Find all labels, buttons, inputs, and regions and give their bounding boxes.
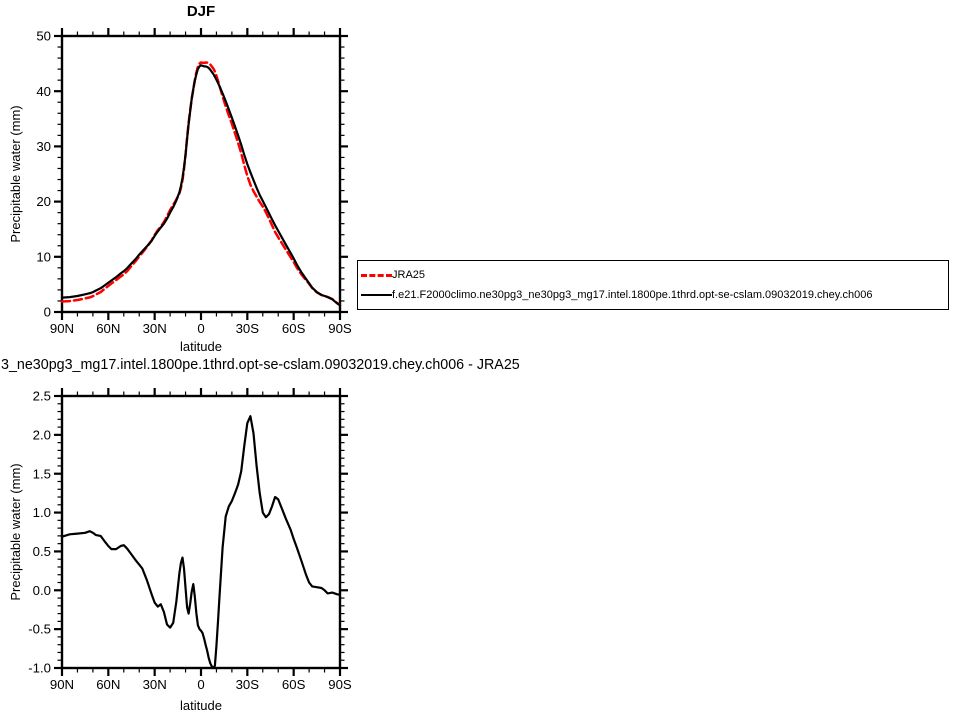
difference-curve xyxy=(60,415,342,670)
y-tick-label: 1.0 xyxy=(33,505,51,520)
top-y-axis-label: Precipitable water (mm) xyxy=(8,105,23,243)
x-tick-label: 30N xyxy=(143,677,167,692)
y-tick-label: 1.5 xyxy=(33,466,51,481)
x-tick-label: 90N xyxy=(50,677,74,692)
plot-box xyxy=(60,34,342,314)
top-chart-title: DJF xyxy=(186,3,216,20)
diff-x-axis-label: latitude xyxy=(180,698,222,713)
legend-box: JRA25 f.e21.F2000climo.ne30pg3_ne30pg3_m… xyxy=(357,260,949,310)
x-tick-label: 30S xyxy=(236,321,260,336)
diff-y-axis-label: Precipitable water (mm) xyxy=(8,463,23,601)
x-tick-label: 60N xyxy=(96,321,120,336)
y-tick-label: 10 xyxy=(36,249,51,264)
legend-label-jra25: JRA25 xyxy=(392,269,426,281)
y-tick-label: -0.5 xyxy=(28,622,51,637)
x-tick-label: 90S xyxy=(328,677,352,692)
x-tick-label: 0 xyxy=(197,321,204,336)
jra25-curve xyxy=(60,61,342,307)
top-x-axis-label: latitude xyxy=(180,339,222,354)
model-curve xyxy=(60,64,342,307)
y-tick-label: 50 xyxy=(36,29,51,44)
legend-entry-jra25: JRA25 xyxy=(361,268,948,283)
x-tick-label: 60S xyxy=(282,677,306,692)
legend-entry-model: f.e21.F2000climo.ne30pg3_ne30pg3_mg17.in… xyxy=(361,288,948,303)
x-tick-label: 90S xyxy=(328,321,352,336)
x-tick-label: 90N xyxy=(50,321,74,336)
y-tick-label: 20 xyxy=(36,194,51,209)
diff-chart-title: 3_ne30pg3_mg17.intel.1800pe.1thrd.opt-se… xyxy=(1,357,520,373)
x-tick-label: 0 xyxy=(197,677,204,692)
y-tick-label: 0 xyxy=(44,305,51,320)
y-tick-label: 40 xyxy=(36,84,51,99)
x-tick-label: 60S xyxy=(282,321,306,336)
y-tick-label: 30 xyxy=(36,139,51,154)
legend-label-model: f.e21.F2000climo.ne30pg3_ne30pg3_mg17.in… xyxy=(392,289,873,301)
y-tick-label: -1.0 xyxy=(28,661,51,676)
x-tick-label: 30N xyxy=(143,321,167,336)
legend-solid-line-sample xyxy=(361,294,392,296)
y-tick-label: 2.0 xyxy=(33,427,51,442)
y-tick-label: 0.5 xyxy=(33,544,51,559)
x-tick-label: 60N xyxy=(96,677,120,692)
legend-dashed-line-sample xyxy=(361,273,392,277)
y-tick-label: 0.0 xyxy=(33,583,51,598)
plot-box xyxy=(60,394,342,670)
y-tick-label: 2.5 xyxy=(33,389,51,404)
x-tick-label: 30S xyxy=(236,677,260,692)
